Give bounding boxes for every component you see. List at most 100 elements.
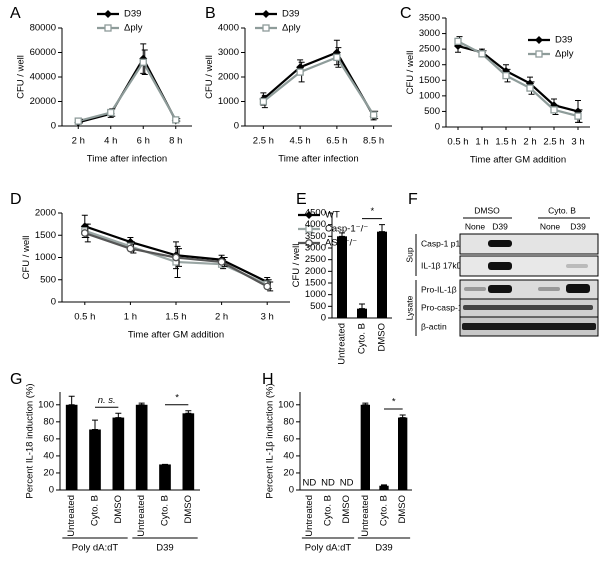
error-bar — [399, 414, 406, 419]
group-label: D39 — [375, 543, 392, 554]
error-bar — [339, 232, 345, 237]
marker — [550, 106, 558, 114]
x-tick-label: Untreated — [360, 495, 371, 537]
lane-label: D39 — [492, 221, 508, 231]
band — [463, 305, 593, 310]
y-tick-label: 80000 — [30, 23, 56, 34]
x-tick-label: DMSO — [377, 323, 388, 352]
y-tick-label: 100 — [38, 399, 54, 410]
y-tick-label: 2000 — [218, 72, 239, 83]
significance-label: * — [175, 392, 179, 403]
marker — [333, 53, 341, 62]
marker — [478, 50, 486, 58]
marker — [139, 58, 147, 66]
error-bar — [92, 419, 98, 430]
bar — [65, 404, 78, 490]
x-tick-label: 2 h — [72, 136, 85, 147]
x-tick-label: Untreated — [136, 495, 147, 537]
x-tick-label: 2 h — [523, 137, 536, 148]
panel-label: B — [205, 5, 216, 22]
y-tick-label: 1000 — [35, 252, 56, 263]
marker — [369, 111, 378, 119]
x-axis-title: Time after GM addition — [128, 330, 224, 341]
bar — [360, 404, 370, 490]
error-bar — [115, 412, 122, 419]
marker — [262, 24, 270, 32]
y-tick-label: 3000 — [218, 47, 239, 58]
y-tick-label: 0 — [49, 485, 54, 496]
x-tick-label: DMSO — [397, 495, 408, 524]
y-tick-label: 1500 — [305, 278, 326, 289]
bar — [89, 429, 101, 490]
bar — [182, 413, 195, 490]
panel-label: G — [10, 371, 22, 388]
bar — [398, 417, 408, 490]
y-axis-title: CFU / well — [405, 51, 416, 95]
legend-label: Δply — [282, 23, 301, 34]
y-tick-label: 500 — [40, 274, 56, 285]
error-bar — [381, 484, 387, 487]
lane-label: D39 — [570, 221, 586, 231]
y-tick-label: 40000 — [30, 72, 56, 83]
y-tick-label: 40 — [283, 450, 294, 461]
bands — [462, 240, 596, 330]
y-tick-label: 80 — [283, 416, 294, 427]
legend-label: D39 — [124, 9, 141, 20]
x-tick-label: 3 h — [571, 137, 584, 148]
panel-label: A — [10, 5, 21, 22]
significance-label: * — [391, 397, 395, 408]
x-tick-label: 8 h — [169, 136, 182, 147]
y-tick-label: 2000 — [305, 266, 326, 277]
bar — [379, 485, 389, 490]
section-label: Sup — [404, 247, 414, 262]
y-tick-label: 4000 — [218, 23, 239, 34]
x-tick-label: Untreated — [66, 495, 77, 537]
marker — [574, 112, 582, 120]
x-tick-label: Untreated — [304, 495, 315, 537]
x-tick-label: DMSO — [183, 495, 194, 524]
marker — [454, 37, 462, 46]
marker — [526, 84, 534, 92]
series-line — [457, 40, 579, 118]
x-tick-label: 4.5 h — [290, 136, 311, 147]
panel-label: F — [408, 191, 418, 208]
y-tick-label: 4000 — [305, 219, 326, 230]
band — [538, 287, 560, 291]
value-label: ND — [340, 478, 354, 489]
y-tick-label: 4500 — [305, 208, 326, 219]
bar — [159, 464, 171, 490]
value-label: ND — [302, 478, 316, 489]
band — [566, 284, 590, 293]
y-tick-label: 0 — [289, 485, 294, 496]
marker — [172, 253, 180, 262]
y-tick-label: 3000 — [305, 243, 326, 254]
y-axis-title: CFU / well — [291, 244, 302, 288]
marker — [535, 36, 543, 44]
y-tick-label: 2000 — [419, 59, 440, 70]
y-axis-title: Percent IL-1β induction (%) — [264, 383, 275, 498]
y-tick-label: 2000 — [35, 208, 56, 219]
lane-label: None — [465, 221, 486, 231]
x-tick-label: DMSO — [341, 495, 352, 524]
error-bar — [362, 402, 369, 406]
error-bar — [138, 402, 145, 406]
row-label: Pro-IL-1β — [421, 284, 457, 294]
y-tick-label: 60 — [43, 433, 54, 444]
series-line — [262, 51, 375, 117]
marker — [502, 71, 510, 80]
y-tick-label: 3000 — [419, 28, 440, 39]
x-axis-title: Time after infection — [278, 154, 358, 165]
marker — [262, 10, 270, 18]
series-line — [77, 60, 177, 123]
y-tick-label: 500 — [310, 301, 326, 312]
x-axis-title: Time after infection — [87, 154, 167, 165]
marker — [217, 258, 226, 266]
x-tick-label: DMSO — [113, 495, 124, 524]
blot-strip — [459, 255, 599, 277]
x-tick-label: 6.5 h — [326, 136, 347, 147]
x-tick-label: 6 h — [137, 136, 150, 147]
y-tick-label: 0 — [321, 313, 326, 324]
condition-label: DMSO — [474, 205, 500, 215]
